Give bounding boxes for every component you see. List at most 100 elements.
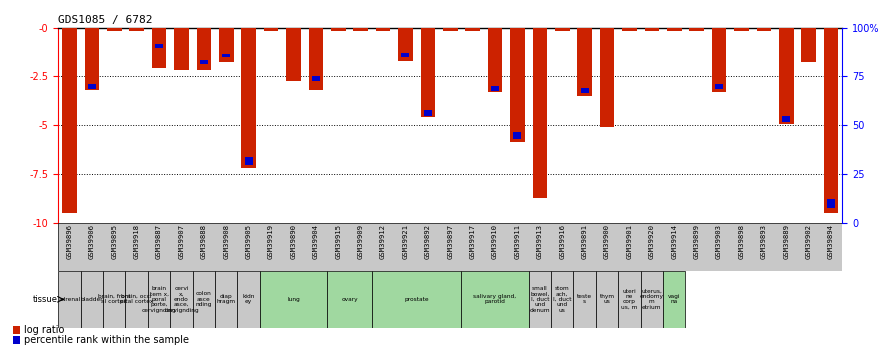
Bar: [667, 28, 682, 30]
Text: GSM39896: GSM39896: [66, 224, 73, 259]
Bar: [58, 271, 81, 328]
Text: GSM39916: GSM39916: [559, 224, 565, 259]
Bar: [401, 53, 409, 57]
Text: GSM39887: GSM39887: [156, 224, 162, 259]
Bar: [782, 116, 790, 122]
Text: small
bowel,
I, duct
und
denum: small bowel, I, duct und denum: [530, 286, 550, 313]
Text: ovary: ovary: [341, 297, 358, 302]
Bar: [13, 336, 21, 344]
Text: GSM39911: GSM39911: [514, 224, 521, 259]
Text: GSM39888: GSM39888: [201, 224, 207, 259]
Bar: [103, 271, 125, 328]
Bar: [622, 28, 637, 30]
Text: GSM39907: GSM39907: [178, 224, 185, 259]
Bar: [129, 28, 144, 30]
Bar: [196, 28, 211, 69]
Bar: [529, 271, 551, 328]
Bar: [222, 54, 230, 57]
Bar: [241, 28, 256, 168]
Bar: [599, 28, 615, 127]
Text: GSM39892: GSM39892: [425, 224, 431, 259]
Bar: [641, 271, 663, 328]
Text: tissue: tissue: [33, 295, 58, 304]
Bar: [151, 28, 167, 68]
Bar: [555, 28, 570, 30]
Text: GSM39913: GSM39913: [537, 224, 543, 259]
Text: brain, occi
pital cortex: brain, occi pital cortex: [120, 294, 153, 305]
Text: GSM39909: GSM39909: [358, 224, 364, 259]
Text: GSM39918: GSM39918: [134, 224, 140, 259]
Bar: [689, 28, 704, 30]
Bar: [491, 86, 499, 91]
Text: GSM39906: GSM39906: [89, 224, 95, 259]
Bar: [398, 28, 413, 61]
Text: GSM39910: GSM39910: [492, 224, 498, 259]
Bar: [487, 28, 503, 92]
Bar: [573, 271, 596, 328]
Text: GSM39893: GSM39893: [761, 224, 767, 259]
Text: teste
s: teste s: [577, 294, 592, 305]
Bar: [532, 28, 547, 198]
Bar: [461, 271, 529, 328]
Bar: [219, 28, 234, 62]
Bar: [81, 271, 103, 328]
Bar: [148, 271, 170, 328]
Text: cervi
x,
endo
asce,
cervignding: cervi x, endo asce, cervignding: [164, 286, 199, 313]
Text: GSM39919: GSM39919: [268, 224, 274, 259]
Bar: [107, 28, 122, 30]
Text: bladder: bladder: [81, 297, 103, 302]
Bar: [443, 28, 458, 30]
Bar: [62, 28, 77, 213]
Bar: [155, 43, 163, 48]
Bar: [286, 28, 301, 81]
Text: GDS1085 / 6782: GDS1085 / 6782: [58, 16, 152, 26]
Bar: [513, 132, 521, 139]
Text: GSM39908: GSM39908: [223, 224, 229, 259]
Text: GSM39903: GSM39903: [716, 224, 722, 259]
Bar: [577, 28, 592, 96]
Bar: [715, 84, 723, 89]
Bar: [88, 85, 96, 89]
Bar: [260, 271, 327, 328]
Bar: [756, 28, 771, 30]
Bar: [263, 28, 279, 30]
Text: thym
us: thym us: [599, 294, 615, 305]
Text: log ratio: log ratio: [24, 325, 65, 335]
Bar: [581, 88, 589, 93]
Text: GSM39895: GSM39895: [111, 224, 117, 259]
Text: colon
asce
nding: colon asce nding: [195, 292, 212, 307]
Text: stom
ach,
I, duct
und
us: stom ach, I, duct und us: [553, 286, 572, 313]
Text: brain, front
al cortex: brain, front al cortex: [98, 294, 131, 305]
Bar: [331, 28, 346, 30]
Text: GSM39890: GSM39890: [290, 224, 297, 259]
Bar: [596, 271, 618, 328]
Bar: [193, 271, 215, 328]
Bar: [312, 76, 320, 81]
Bar: [372, 271, 461, 328]
Bar: [779, 28, 794, 124]
Bar: [245, 157, 253, 165]
Text: GSM39904: GSM39904: [313, 224, 319, 259]
Text: GSM39897: GSM39897: [447, 224, 453, 259]
Bar: [58, 223, 842, 271]
Text: uteri
ne
corp
us, m: uteri ne corp us, m: [621, 289, 638, 310]
Bar: [663, 271, 685, 328]
Text: GSM39891: GSM39891: [582, 224, 588, 259]
Bar: [170, 271, 193, 328]
Bar: [308, 28, 323, 90]
Text: GSM39894: GSM39894: [828, 224, 834, 259]
Bar: [237, 271, 260, 328]
Bar: [125, 271, 148, 328]
Bar: [353, 28, 368, 30]
Text: GSM39902: GSM39902: [806, 224, 812, 259]
Text: kidn
ey: kidn ey: [243, 294, 254, 305]
Bar: [215, 271, 237, 328]
Bar: [823, 28, 839, 213]
Bar: [420, 28, 435, 117]
Text: GSM39900: GSM39900: [604, 224, 610, 259]
Text: vagi
na: vagi na: [668, 294, 680, 305]
Text: uterus,
endomy
m
etrium: uterus, endomy m etrium: [640, 289, 664, 310]
Text: GSM39917: GSM39917: [470, 224, 476, 259]
Bar: [618, 271, 641, 328]
Bar: [510, 28, 525, 142]
